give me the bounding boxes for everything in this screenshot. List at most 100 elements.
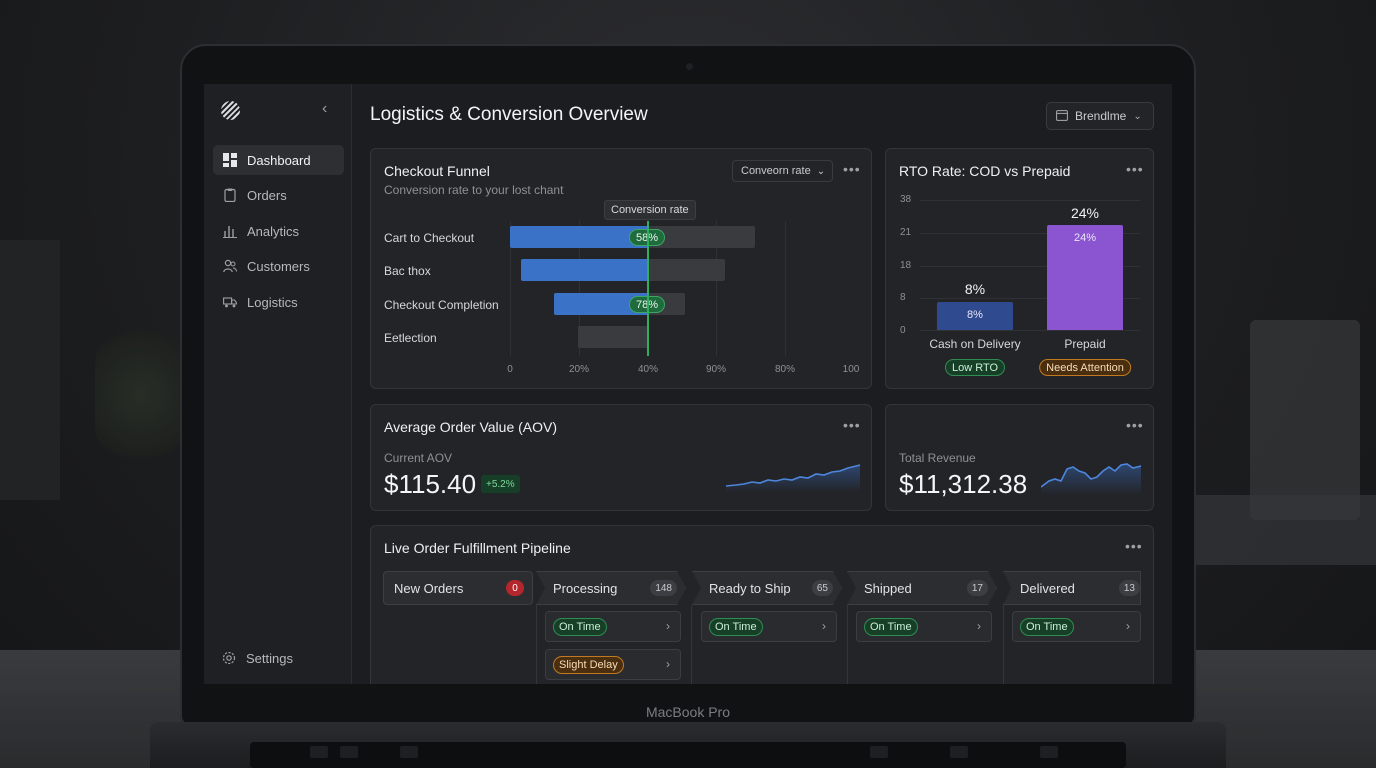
stage-label: Processing	[553, 580, 618, 596]
stage-count-badge: 148	[650, 580, 677, 596]
gear-icon	[222, 651, 236, 665]
sidebar-item-orders[interactable]: Orders	[213, 180, 344, 210]
stage-processing[interactable]: Processing 148	[536, 571, 686, 605]
background-speaker	[1250, 320, 1360, 520]
sidebar-item-label: Logistics	[247, 294, 298, 310]
chevron-down-icon: ⌄	[1133, 110, 1142, 122]
main-content: Logistics & Conversion Overview Brendlme…	[352, 84, 1172, 684]
aov-card: Average Order Value (AOV) ••• Current AO…	[370, 404, 872, 511]
bar-chart-icon	[223, 224, 237, 238]
x-tick-label: 100	[842, 364, 860, 375]
stage-shipped[interactable]: Shipped 17	[847, 571, 997, 605]
funnel-bar-track	[578, 326, 648, 348]
funnel-bar[interactable]	[510, 226, 649, 248]
brand-select[interactable]: Brendlme ⌄	[1046, 102, 1154, 130]
order-card[interactable]: Slight Delay ›	[545, 649, 681, 680]
stage-delivered[interactable]: Delivered 13	[1003, 571, 1141, 605]
sidebar-item-label: Customers	[247, 258, 310, 274]
conversion-tooltip: Conversion rate	[604, 200, 696, 220]
sidebar-item-analytics[interactable]: Analytics	[213, 216, 344, 246]
keyboard	[250, 742, 1126, 768]
more-options-icon[interactable]: •••	[843, 417, 861, 433]
card-title: Average Order Value (AOV)	[384, 419, 558, 435]
background-shelf	[0, 240, 60, 500]
chevron-right-icon: ›	[1126, 619, 1130, 633]
chevron-down-icon: ⌄	[816, 165, 826, 177]
calendar-icon	[1056, 109, 1068, 124]
status-badge: On Time	[1020, 618, 1074, 636]
order-card[interactable]: On Time ›	[856, 611, 992, 642]
more-options-icon[interactable]: •••	[843, 161, 861, 177]
stage-ready-to-ship[interactable]: Ready to Ship 65	[692, 571, 842, 605]
status-badge: Needs Attention	[1039, 359, 1131, 376]
funnel-bar[interactable]	[554, 293, 649, 315]
background-plant	[95, 320, 185, 470]
bar-inner-label: 8%	[967, 309, 983, 321]
sidebar-item-logistics[interactable]: Logistics	[213, 287, 344, 317]
grid-line	[920, 330, 1140, 331]
aov-sparkline	[726, 464, 861, 492]
brand-select-value: Brendlme	[1075, 109, 1127, 123]
grid-line	[510, 221, 511, 356]
bar-value-label: 24%	[1070, 205, 1100, 221]
sidebar-item-settings[interactable]: Settings	[212, 643, 343, 673]
background-table	[1196, 495, 1376, 565]
card-title: RTO Rate: COD vs Prepaid	[899, 163, 1071, 179]
kpi-value: $11,312.38	[899, 469, 1028, 499]
conversion-marker-line	[647, 221, 649, 356]
order-card[interactable]: On Time ›	[701, 611, 837, 642]
chevron-right-icon: ›	[666, 619, 670, 633]
collapse-chevron-icon[interactable]: ‹	[322, 100, 328, 117]
kpi-label: Total Revenue	[899, 451, 976, 465]
funnel-row-label: Checkout Completion	[384, 298, 499, 312]
status-badge: On Time	[553, 618, 607, 636]
status-badge: Low RTO	[944, 359, 1006, 376]
x-tick-label: 80%	[774, 364, 796, 375]
chevron-right-icon: ›	[666, 657, 670, 671]
delta-badge: +5.2%	[481, 475, 520, 493]
grid-line	[920, 200, 1140, 201]
stage-label: New Orders	[394, 580, 464, 596]
sidebar-item-customers[interactable]: Customers	[213, 251, 344, 281]
order-card[interactable]: On Time ›	[1012, 611, 1141, 642]
logo-icon[interactable]	[221, 101, 240, 120]
y-tick-label: 8	[900, 292, 906, 303]
revenue-sparkline	[1041, 463, 1142, 495]
clipboard-icon	[223, 188, 237, 202]
camera-icon	[686, 63, 693, 70]
funnel-row-label: Bac thox	[384, 264, 431, 278]
status-badge: On Time	[864, 618, 918, 636]
stage-new-orders[interactable]: New Orders 0	[383, 571, 533, 605]
kpi-value: $115.40	[384, 469, 477, 499]
more-options-icon[interactable]: •••	[1126, 161, 1144, 177]
bar-prepaid[interactable]: 24%	[1047, 225, 1123, 330]
kpi-label: Current AOV	[384, 451, 453, 465]
bar-inner-label: 24%	[1073, 232, 1097, 244]
bar-cash-on-delivery[interactable]: 8%	[937, 302, 1013, 330]
sidebar-item-dashboard[interactable]: Dashboard	[213, 145, 344, 175]
app-screen: ‹ Dashboard Orders Analytics Customers	[204, 84, 1172, 684]
dashboard-icon	[223, 153, 237, 167]
y-tick-label: 38	[900, 194, 912, 205]
sidebar-item-label: Orders	[247, 187, 287, 203]
more-options-icon[interactable]: •••	[1125, 538, 1143, 554]
category-label: Prepaid	[1064, 337, 1106, 351]
checkout-funnel-card: Checkout Funnel Conversion rate to your …	[370, 148, 872, 389]
order-card[interactable]: On Time ›	[545, 611, 681, 642]
card-title: Live Order Fulfillment Pipeline	[384, 540, 571, 556]
y-tick-label: 21	[900, 227, 912, 238]
funnel-bar[interactable]	[521, 259, 649, 281]
laptop-brand-label: MacBook Pro	[645, 704, 731, 720]
more-options-icon[interactable]: •••	[1126, 417, 1144, 433]
grid-line	[920, 266, 1140, 267]
sidebar-item-label: Settings	[246, 650, 293, 666]
category-label: Cash on Delivery	[929, 337, 1021, 351]
grid-line	[579, 221, 580, 356]
sidebar-item-label: Analytics	[247, 223, 300, 239]
stage-label: Ready to Ship	[709, 580, 791, 596]
metric-dropdown[interactable]: Conveorn rate ⌄	[732, 160, 833, 182]
x-tick-label: 20%	[568, 364, 590, 375]
sidebar-item-label: Dashboard	[247, 152, 311, 168]
column-divider	[1003, 605, 1004, 684]
card-title: Checkout Funnel	[384, 163, 490, 179]
